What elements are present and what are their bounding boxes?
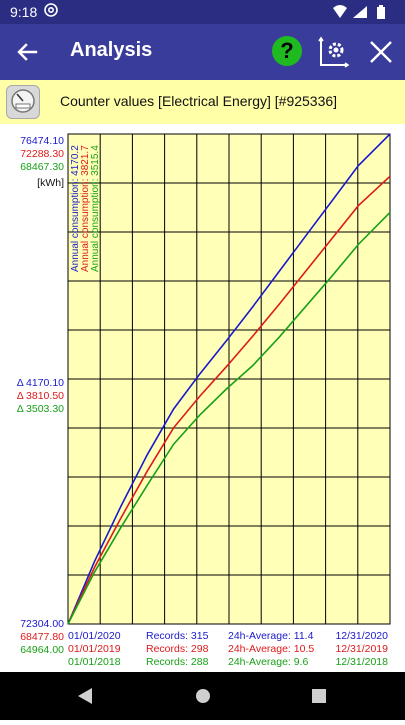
series-line — [67, 211, 391, 625]
nav-home-icon[interactable] — [196, 689, 210, 703]
nav-back-icon[interactable] — [78, 688, 92, 704]
status-time: 9:18 — [10, 4, 38, 20]
delta-label: Δ 3810.50 — [17, 390, 64, 402]
nav-recents-icon[interactable] — [312, 689, 326, 703]
status-bar: 9:18 — [0, 0, 405, 24]
y-min-label: 64964.00 — [20, 644, 64, 656]
chart-area: 76474.10 72288.30 68467.30 [kWh] Δ 4170.10 Δ … — [0, 124, 405, 672]
records-label: Records: 288 — [146, 656, 209, 668]
start-date-label: 01/01/2018 — [68, 656, 121, 668]
status-icons — [331, 4, 395, 25]
battery-icon — [377, 5, 385, 19]
records-label: Records: 298 — [146, 643, 209, 655]
end-date-label: 12/31/2019 — [335, 643, 388, 655]
page-title: Analysis — [70, 39, 153, 61]
chart-header: Counter values [Electrical Energy] [#925… — [0, 80, 405, 124]
help-button[interactable]: ? — [272, 36, 302, 66]
y-max-label: 76474.10 — [20, 135, 64, 147]
app-bar: Analysis ? — [0, 24, 405, 80]
close-icon[interactable] — [366, 37, 396, 67]
annual-consumption-label: Annual consumption: 3821.7 — [80, 145, 91, 272]
electric-meter-icon — [6, 85, 40, 119]
start-date-label: 01/01/2020 — [68, 630, 121, 642]
annual-consumption-label: Annual consumption: 4170.2 — [70, 145, 81, 272]
y-max-label: 68467.30 — [20, 161, 64, 173]
end-date-label: 12/31/2018 — [335, 656, 388, 668]
delta-label: Δ 4170.10 — [17, 377, 64, 389]
chart-settings-icon[interactable] — [318, 36, 350, 68]
series-line — [67, 175, 391, 625]
records-label: Records: 315 — [146, 630, 209, 642]
average-label: 24h-Average: 11.4 — [228, 630, 314, 642]
y-min-label: 68477.80 — [20, 631, 64, 643]
wifi-icon — [333, 5, 347, 18]
end-date-label: 12/31/2020 — [335, 630, 388, 642]
signal-icon — [353, 6, 367, 18]
y-min-label: 72304.00 — [20, 618, 64, 630]
average-label: 24h-Average: 9.6 — [228, 656, 309, 668]
series-line — [67, 133, 391, 625]
annual-consumption-label: Annual consumption: 3515.4 — [90, 145, 101, 272]
back-arrow-icon[interactable] — [12, 38, 42, 66]
navigation-bar — [0, 672, 405, 720]
y-max-label: 72288.30 — [20, 148, 64, 160]
at-sign-icon — [44, 3, 58, 17]
average-label: 24h-Average: 10.5 — [228, 643, 314, 655]
start-date-label: 01/01/2019 — [68, 643, 121, 655]
y-axis-unit-label: [kWh] — [37, 177, 64, 189]
delta-label: Δ 3503.30 — [17, 403, 64, 415]
chart-title: Counter values [Electrical Energy] [#925… — [60, 93, 338, 109]
